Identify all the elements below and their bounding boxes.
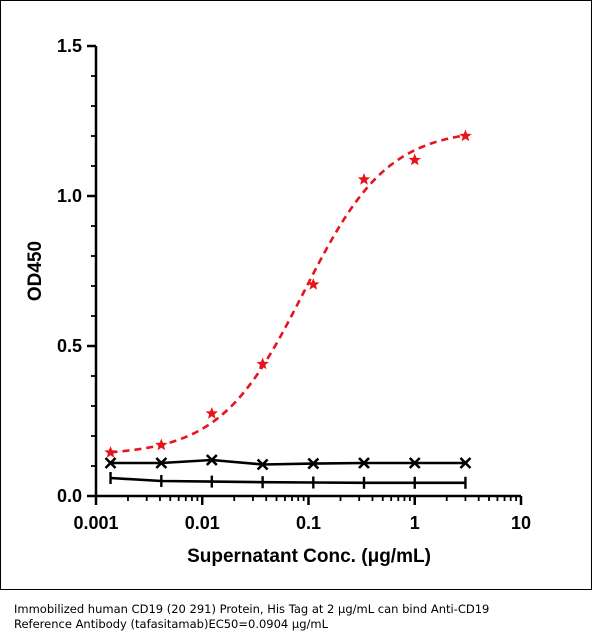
x-tick-label: 0.01 <box>185 513 220 533</box>
chart-axes: 0.0 0.5 1.0 1.5 0.001 0.01 0.1 1 10 <box>57 36 531 533</box>
series-line-2 <box>111 478 466 483</box>
data-point-star <box>155 439 167 451</box>
data-point-star <box>459 130 471 142</box>
chart-canvas: 0.0 0.5 1.0 1.5 0.001 0.01 0.1 1 10 OD450 Supern… <box>1 1 594 591</box>
y-tick-label: 1.0 <box>57 186 82 206</box>
chart-frame: 0.0 0.5 1.0 1.5 0.001 0.01 0.1 1 10 OD450 Supern… <box>0 0 592 590</box>
x-axis-label: Supernatant Conc. (μg/mL) <box>187 546 431 567</box>
figure-caption: Immobilized human CD19 (20 291) Protein,… <box>14 602 584 632</box>
fit-curve-dashed <box>111 135 466 452</box>
x-tick-label: 10 <box>511 513 531 533</box>
x-tick-label: 1 <box>410 513 420 533</box>
caption-line-2: Reference Antibody (tafasitamab)EC50=0.… <box>14 617 584 632</box>
y-axis-label: OD450 <box>25 241 46 301</box>
data-point-star <box>409 154 421 166</box>
data-point-star <box>358 173 370 185</box>
data-point-star <box>206 407 218 419</box>
x-tick-label: 0.001 <box>73 513 118 533</box>
x-tick-label: 0.1 <box>296 513 321 533</box>
y-tick-label: 0.5 <box>57 336 82 356</box>
chart-series <box>104 130 471 489</box>
data-point-star <box>104 446 116 458</box>
caption-line-1: Immobilized human CD19 (20 291) Protein,… <box>14 602 584 617</box>
y-tick-label: 1.5 <box>57 36 82 56</box>
y-tick-label: 0.0 <box>57 486 82 506</box>
